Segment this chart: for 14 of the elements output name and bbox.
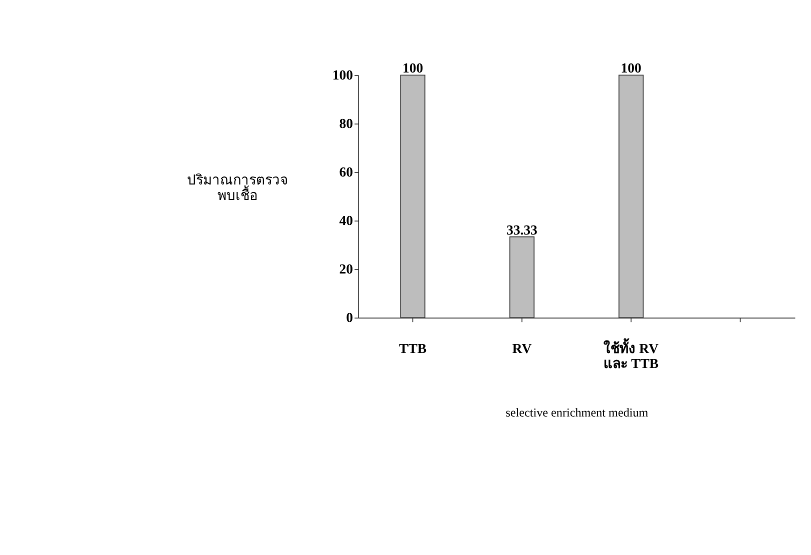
y-tick-label: 20 (339, 262, 354, 277)
y-tick-label: 0 (346, 310, 354, 326)
data-label: 100 (620, 60, 642, 76)
y-tick-label: 60 (339, 164, 354, 180)
x-tick-label: ใช้ทั้ง RV และ TTB (604, 338, 659, 372)
x-tick-label: TTB (399, 340, 427, 356)
x-tick-label: RV (512, 340, 532, 356)
y-axis-title: ปริมาณการตรวจ พบเชื้อ (186, 172, 288, 204)
y-tick-label: 100 (332, 68, 354, 83)
data-label: 100 (402, 60, 424, 76)
y-tick-label: 80 (339, 116, 354, 132)
x-axis-title: selective enrichment medium (506, 406, 649, 420)
y-tick-label: 40 (339, 213, 354, 228)
data-label: 33.33 (506, 222, 538, 238)
